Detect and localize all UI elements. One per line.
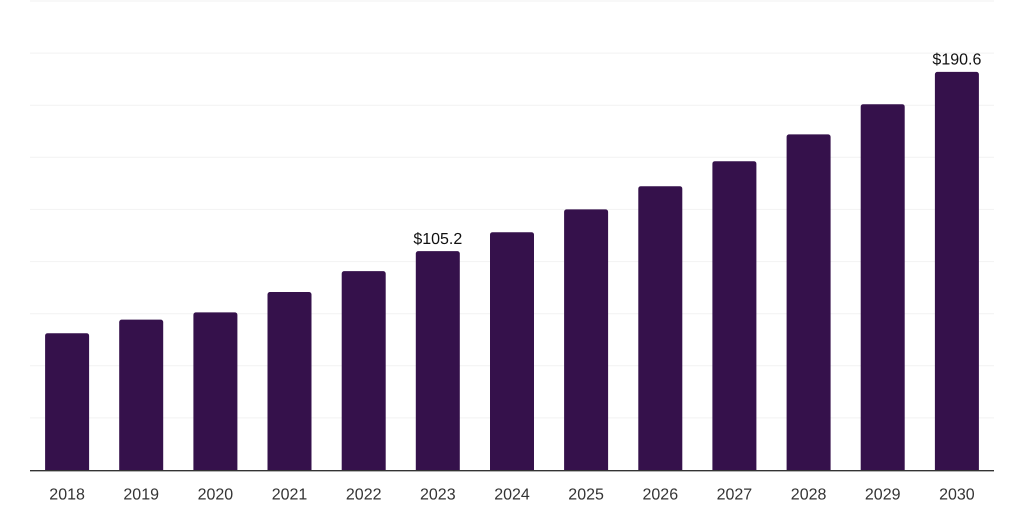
svg-text:2029: 2029 [865, 486, 901, 503]
svg-text:2018: 2018 [49, 486, 85, 503]
svg-text:$190.6: $190.6 [932, 52, 981, 69]
svg-text:2026: 2026 [643, 486, 679, 503]
svg-text:2021: 2021 [272, 486, 308, 503]
svg-text:2025: 2025 [568, 486, 604, 503]
svg-text:2020: 2020 [198, 486, 234, 503]
svg-text:2028: 2028 [791, 486, 827, 503]
svg-text:2024: 2024 [494, 486, 530, 503]
svg-text:2027: 2027 [717, 486, 753, 503]
svg-text:2022: 2022 [346, 486, 382, 503]
svg-text:2023: 2023 [420, 486, 456, 503]
svg-text:$105.2: $105.2 [413, 231, 462, 248]
svg-text:2030: 2030 [939, 486, 975, 503]
svg-text:2019: 2019 [123, 486, 159, 503]
